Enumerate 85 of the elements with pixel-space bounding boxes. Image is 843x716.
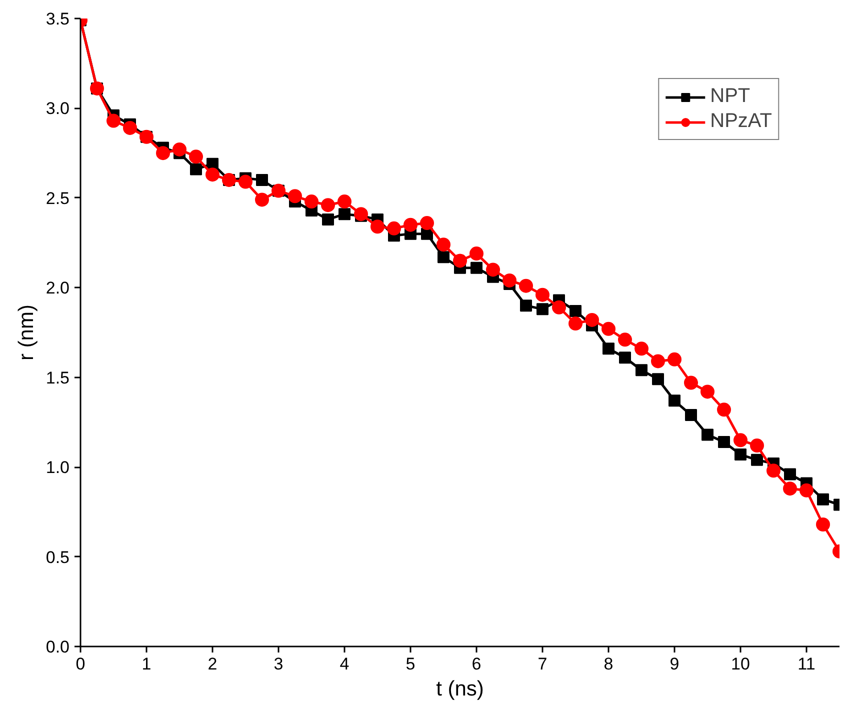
point [685, 409, 697, 422]
point [570, 304, 582, 317]
x-tick-label: 5 [406, 654, 416, 674]
point [766, 464, 780, 478]
x-tick-label: 11 [798, 654, 816, 674]
point [123, 120, 137, 135]
point [602, 322, 616, 336]
legend-label: NPT [710, 85, 750, 108]
point [338, 194, 352, 209]
y-tick-label: 3.5 [46, 10, 70, 28]
point [321, 198, 335, 212]
point [536, 303, 548, 316]
point [172, 142, 186, 156]
point [751, 454, 763, 466]
point [536, 288, 550, 302]
x-tick-label: 3 [274, 654, 284, 674]
point [502, 273, 516, 288]
x-tick-label: 0 [76, 654, 86, 674]
point [288, 189, 302, 204]
point [585, 312, 599, 327]
point [256, 174, 268, 186]
point [189, 150, 203, 164]
x-tick-label: 7 [538, 654, 548, 674]
point [619, 352, 631, 364]
y-tick-label: 0.0 [46, 638, 70, 656]
legend-label: NPzAT [710, 110, 772, 133]
point [800, 483, 814, 498]
x-axis-title: t (ns) [436, 678, 484, 700]
point [438, 251, 450, 264]
x-tick-label: 1 [142, 654, 152, 674]
y-tick-label: 3.0 [46, 99, 70, 118]
point [668, 394, 680, 407]
point [602, 342, 614, 355]
point [684, 376, 698, 390]
point [636, 364, 648, 376]
point [668, 352, 682, 366]
point [436, 238, 450, 252]
point [156, 146, 170, 160]
point [106, 114, 120, 128]
x-tick-label: 4 [340, 654, 350, 674]
point [190, 163, 202, 176]
y-tick-label: 1.5 [46, 368, 70, 388]
x-tick-label: 9 [670, 654, 680, 674]
point [718, 436, 730, 448]
point [652, 373, 664, 386]
point [734, 448, 746, 461]
point [817, 493, 829, 506]
point [651, 354, 665, 368]
point [520, 300, 532, 312]
point [238, 174, 252, 189]
point [370, 220, 384, 234]
point [453, 254, 467, 268]
point [206, 168, 220, 182]
point [255, 192, 269, 207]
point [387, 221, 401, 236]
point [750, 438, 764, 453]
point [568, 316, 582, 331]
point [338, 208, 350, 220]
x-tick-label: 10 [731, 654, 750, 674]
point [552, 300, 566, 314]
x-tick-label: 2 [208, 654, 218, 674]
point [734, 433, 748, 448]
point [702, 428, 714, 441]
point [486, 262, 500, 277]
point [618, 332, 632, 347]
point [404, 218, 418, 232]
point [700, 384, 714, 399]
y-tick-label: 2.5 [46, 188, 70, 208]
point [717, 402, 731, 417]
point [322, 213, 334, 226]
y-tick-label: 0.5 [46, 548, 70, 567]
point [816, 518, 830, 532]
point [519, 278, 533, 293]
y-axis-title: r (nm) [14, 304, 38, 360]
point [783, 482, 797, 496]
point [304, 194, 318, 209]
x-tick-label: 8 [604, 654, 614, 674]
point [784, 468, 796, 480]
point [420, 216, 434, 230]
point [634, 342, 648, 356]
y-tick-label: 2.0 [46, 278, 70, 298]
y-tick-label: 1.0 [46, 458, 70, 478]
point [470, 246, 484, 261]
point [470, 262, 482, 274]
x-tick-label: 6 [472, 654, 482, 674]
